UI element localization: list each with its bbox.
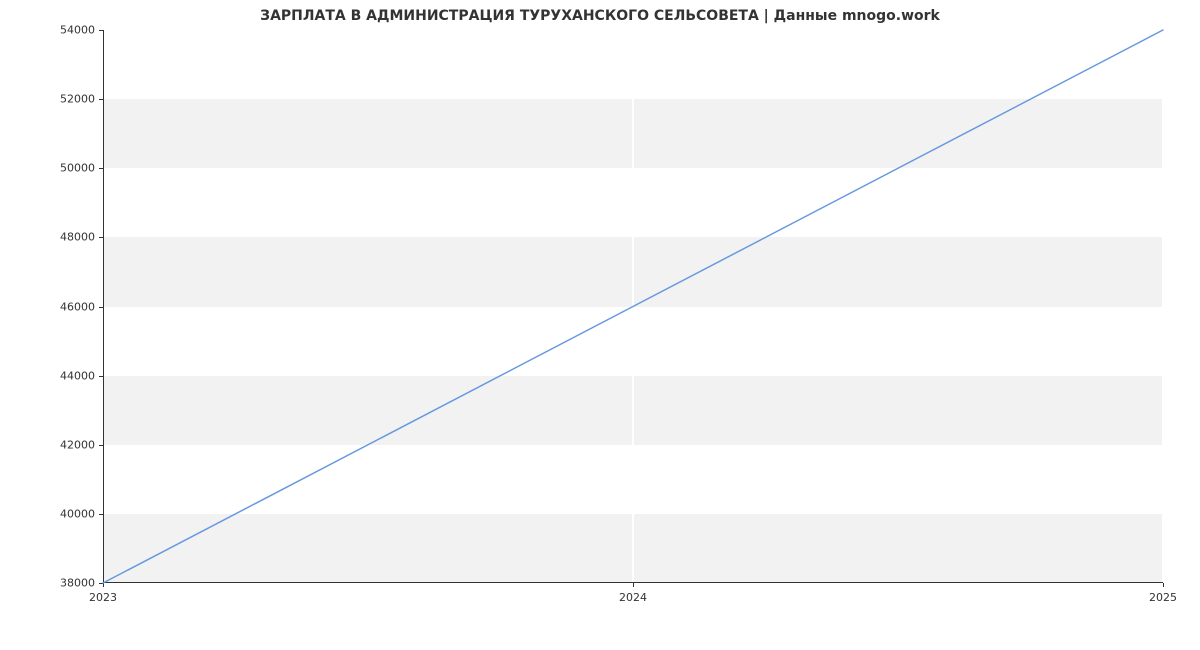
salary-chart: ЗАРПЛАТА В АДМИНИСТРАЦИЯ ТУРУХАНСКОГО СЕ… <box>0 0 1200 650</box>
y-tick-label: 46000 <box>60 300 95 313</box>
plot-area: 3800040000420004400046000480005000052000… <box>103 30 1163 583</box>
y-tick-label: 44000 <box>60 369 95 382</box>
y-tick-label: 54000 <box>60 24 95 37</box>
y-tick-label: 42000 <box>60 438 95 451</box>
y-tick-label: 52000 <box>60 93 95 106</box>
x-tick-label: 2023 <box>89 591 117 604</box>
y-tick-label: 48000 <box>60 231 95 244</box>
y-tick-label: 50000 <box>60 162 95 175</box>
series-salary <box>103 30 1163 583</box>
chart-title: ЗАРПЛАТА В АДМИНИСТРАЦИЯ ТУРУХАНСКОГО СЕ… <box>0 8 1200 24</box>
y-tick-label: 40000 <box>60 507 95 520</box>
x-tick-mark <box>633 583 634 587</box>
series-layer <box>103 30 1163 583</box>
x-tick-mark <box>1163 583 1164 587</box>
x-tick-label: 2024 <box>619 591 647 604</box>
x-tick-label: 2025 <box>1149 591 1177 604</box>
y-tick-label: 38000 <box>60 577 95 590</box>
